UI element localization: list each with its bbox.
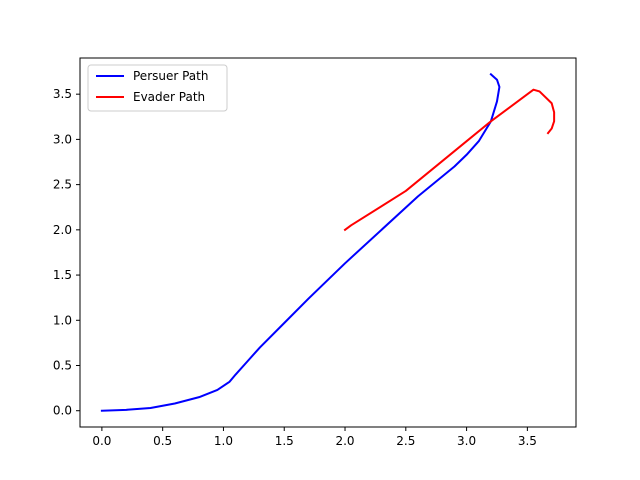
y-axis: 0.0 0.5 1.0 1.5 2.0 2.5 3.0 3.5	[53, 87, 80, 418]
plot-area-frame	[79, 57, 577, 428]
legend-label-persuer: Persuer Path	[133, 69, 208, 83]
y-tick-label: 2.5	[53, 178, 72, 192]
series-layer	[100, 72, 556, 412]
legend-label-evader: Evader Path	[133, 90, 205, 104]
y-tick-label: 3.0	[53, 132, 72, 146]
y-tick-label: 0.0	[53, 404, 72, 418]
y-tick-label: 0.5	[53, 359, 72, 373]
x-tick-label: 3.0	[457, 434, 476, 448]
x-tick-label: 1.0	[214, 434, 233, 448]
y-tick-label: 1.5	[53, 268, 72, 282]
x-tick-label: 0.5	[153, 434, 172, 448]
y-tick-label: 1.0	[53, 313, 72, 327]
x-tick-label: 2.0	[335, 434, 354, 448]
series-line-persuer	[100, 72, 501, 412]
x-tick-label: 3.5	[518, 434, 537, 448]
legend: Persuer Path Evader Path	[87, 64, 228, 112]
x-tick-label: 1.5	[275, 434, 294, 448]
y-tick-label: 2.0	[53, 223, 72, 237]
series-line-evader	[343, 88, 556, 232]
y-tick-label: 3.5	[53, 87, 72, 101]
x-axis: 0.0 0.5 1.0 1.5 2.0 2.5 3.0 3.5	[92, 427, 537, 448]
x-tick-label: 2.5	[396, 434, 415, 448]
x-tick-label: 0.0	[92, 434, 111, 448]
